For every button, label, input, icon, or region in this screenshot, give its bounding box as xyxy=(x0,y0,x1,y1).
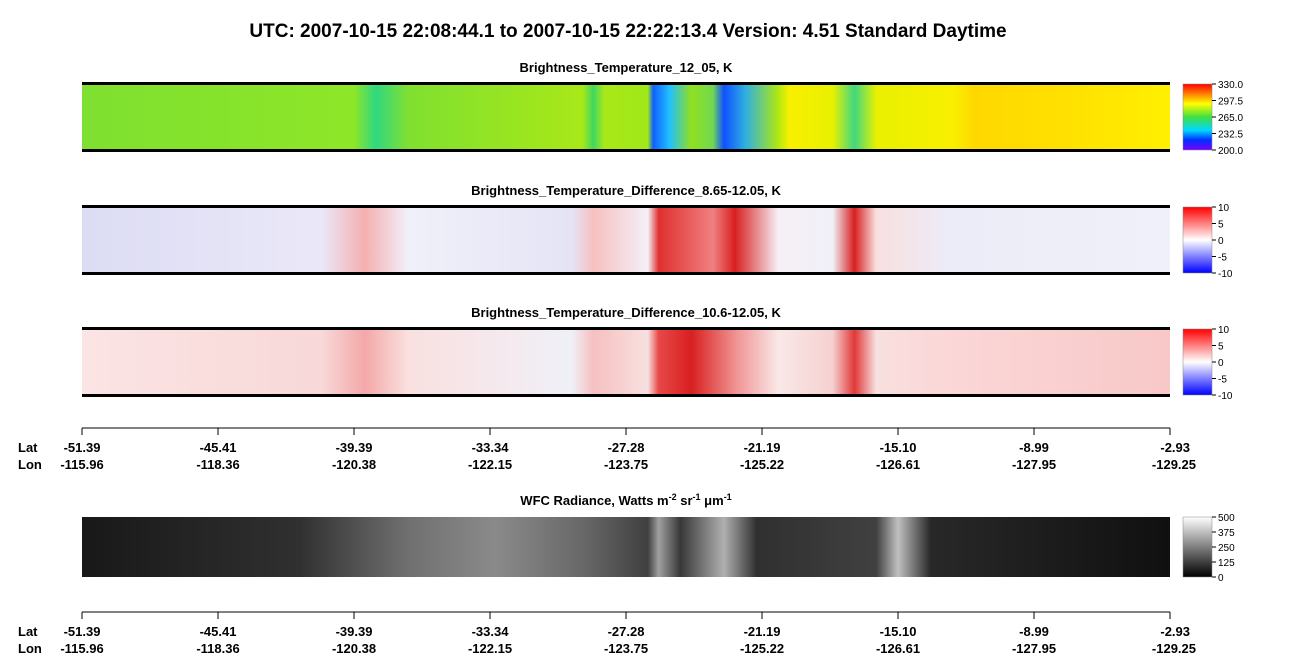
lat-tick-label: -39.39 xyxy=(336,440,373,455)
figure-title: UTC: 2007-10-15 22:08:44.1 to 2007-10-15… xyxy=(249,21,1006,42)
colorbar-tick-label: 297.5 xyxy=(1218,97,1243,108)
panel-image xyxy=(82,84,1170,150)
lon-tick-label: -126.61 xyxy=(876,641,920,656)
panel-title: Brightness_Temperature_12_05, K xyxy=(520,60,734,75)
colorbar-tick-label: 0 xyxy=(1218,573,1224,584)
lon-label: Lon xyxy=(18,641,42,656)
title-part: Brightness_Temperature_Difference_8.65-1… xyxy=(471,183,781,198)
lat-tick-label: -51.39 xyxy=(64,440,101,455)
colorbar-tick-label: 5 xyxy=(1218,220,1224,231)
lon-tick-label: -127.95 xyxy=(1012,457,1056,472)
lat-tick-label: -15.10 xyxy=(880,624,917,639)
title-part: WFC Radiance, Watts m xyxy=(520,493,668,508)
panel-image xyxy=(82,207,1170,273)
colorbar xyxy=(1182,516,1213,578)
title-part: -2 xyxy=(669,492,677,502)
lon-tick-label: -129.25 xyxy=(1152,641,1196,656)
lon-tick-label: -125.22 xyxy=(740,641,784,656)
title-part: Brightness_Temperature_12_05, K xyxy=(520,60,734,75)
lat-tick-label: -39.39 xyxy=(336,624,373,639)
lat-tick-label: -27.28 xyxy=(608,624,645,639)
panel-title: Brightness_Temperature_Difference_8.65-1… xyxy=(471,183,781,198)
colorbar-tick-label: 10 xyxy=(1218,325,1230,336)
lat-tick-label: -45.41 xyxy=(200,440,237,455)
swath-edge xyxy=(82,272,1170,275)
panel-image xyxy=(82,517,1170,577)
title-part: -1 xyxy=(693,492,701,502)
title-part: Brightness_Temperature_Difference_10.6-1… xyxy=(471,305,781,320)
lon-tick-label: -129.25 xyxy=(1152,457,1196,472)
colorbar-tick-label: -5 xyxy=(1218,375,1227,386)
colorbar-tick-label: -10 xyxy=(1218,269,1233,280)
lat-label: Lat xyxy=(18,624,38,639)
colorbar-tick-label: 0 xyxy=(1218,236,1224,247)
lat-tick-label: -33.34 xyxy=(472,624,510,639)
lon-tick-label: -115.96 xyxy=(60,457,103,472)
swath-edge xyxy=(82,205,1170,208)
lon-tick-label: -115.96 xyxy=(60,641,103,656)
lat-tick-label: -45.41 xyxy=(200,624,237,639)
colorbar xyxy=(1182,328,1213,396)
lon-tick-label: -126.61 xyxy=(876,457,920,472)
panel-title: WFC Radiance, Watts m-2 sr-1 μm-1 xyxy=(520,492,731,508)
lat-tick-label: -2.93 xyxy=(1160,440,1190,455)
panel-title: Brightness_Temperature_Difference_10.6-1… xyxy=(471,305,781,320)
lon-tick-label: -125.22 xyxy=(740,457,784,472)
lon-tick-label: -123.75 xyxy=(604,457,648,472)
colorbar-tick-label: 330.0 xyxy=(1218,80,1243,91)
lon-tick-label: -122.15 xyxy=(468,457,512,472)
colorbar-tick-label: 125 xyxy=(1218,558,1235,569)
title-part: sr xyxy=(677,493,693,508)
lon-label: Lon xyxy=(18,457,42,472)
colorbar xyxy=(1182,206,1213,274)
lat-tick-label: -27.28 xyxy=(608,440,645,455)
swath-edge xyxy=(82,149,1170,152)
colorbar-tick-label: 500 xyxy=(1218,513,1235,524)
colorbar-tick-label: 10 xyxy=(1218,203,1230,214)
colorbar-tick-label: 265.0 xyxy=(1218,113,1243,124)
colorbar-tick-label: -10 xyxy=(1218,391,1233,402)
lat-label: Lat xyxy=(18,440,38,455)
lat-tick-label: -21.19 xyxy=(744,440,781,455)
lon-tick-label: -122.15 xyxy=(468,641,512,656)
swath-edge xyxy=(82,394,1170,397)
lat-tick-label: -8.99 xyxy=(1019,440,1049,455)
lat-tick-label: -8.99 xyxy=(1019,624,1049,639)
colorbar-tick-label: -5 xyxy=(1218,253,1227,264)
colorbar-tick-label: 200.0 xyxy=(1218,146,1243,157)
lat-tick-label: -15.10 xyxy=(880,440,917,455)
lon-tick-label: -123.75 xyxy=(604,641,648,656)
colorbar-tick-label: 250 xyxy=(1218,543,1235,554)
lon-tick-label: -118.36 xyxy=(196,641,239,656)
colorbar-tick-label: 5 xyxy=(1218,342,1224,353)
lon-tick-label: -118.36 xyxy=(196,457,239,472)
colorbar-tick-label: 232.5 xyxy=(1218,130,1243,141)
title-part: μm xyxy=(701,493,724,508)
panel-image xyxy=(82,329,1170,395)
swath-edge xyxy=(82,327,1170,330)
lon-tick-label: -120.38 xyxy=(332,641,376,656)
colorbar xyxy=(1182,83,1213,151)
lat-tick-label: -33.34 xyxy=(472,440,510,455)
title-part: -1 xyxy=(724,492,732,502)
lat-tick-label: -21.19 xyxy=(744,624,781,639)
colorbar-tick-label: 0 xyxy=(1218,358,1224,369)
lon-tick-label: -120.38 xyxy=(332,457,376,472)
lat-tick-label: -51.39 xyxy=(64,624,101,639)
lon-tick-label: -127.95 xyxy=(1012,641,1056,656)
colorbar-tick-label: 375 xyxy=(1218,528,1235,539)
swath-edge xyxy=(82,82,1170,85)
lat-tick-label: -2.93 xyxy=(1160,624,1190,639)
